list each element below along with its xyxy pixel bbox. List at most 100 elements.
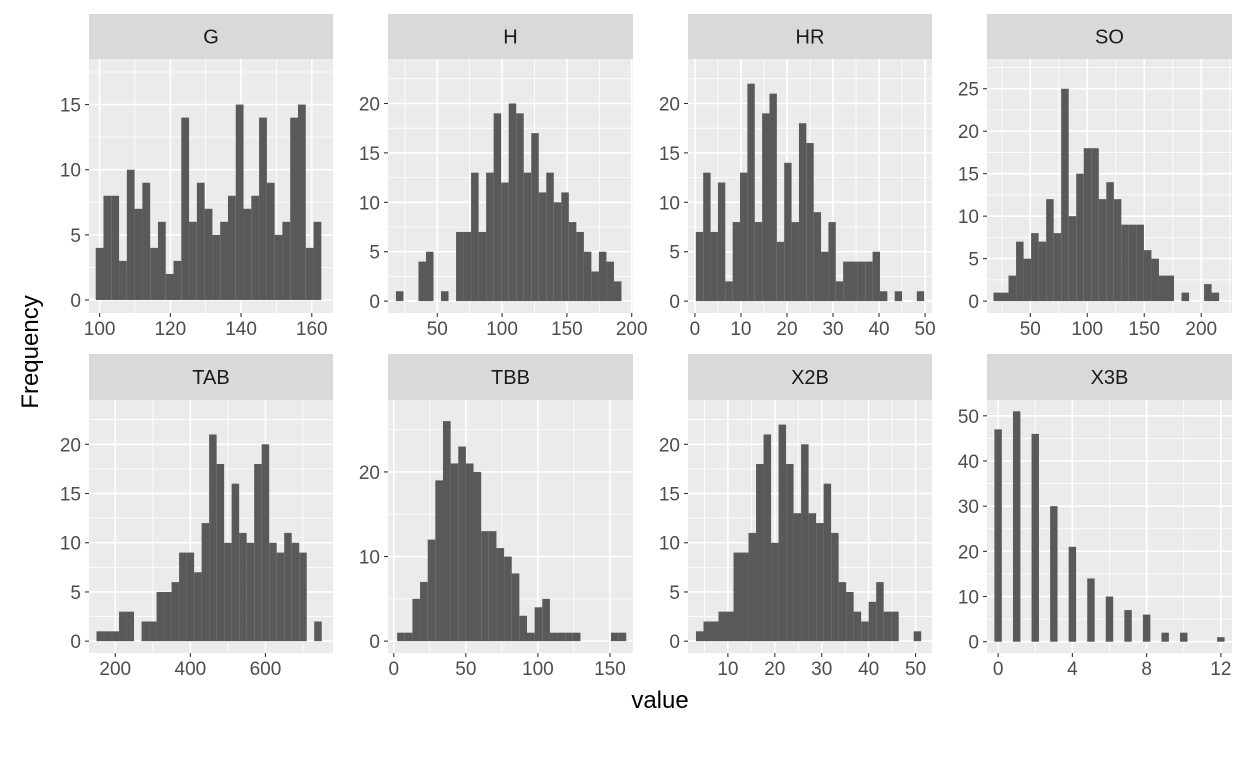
histogram-bar xyxy=(806,143,814,302)
histogram-bar xyxy=(606,261,614,302)
histogram-bar xyxy=(726,611,734,642)
histogram-bar xyxy=(261,444,270,642)
histogram-bar xyxy=(216,463,225,642)
histogram-bar xyxy=(269,542,277,642)
histogram-bar xyxy=(204,208,213,300)
histogram-bar xyxy=(591,271,599,302)
histogram-bar xyxy=(305,247,314,300)
histogram-bar xyxy=(251,195,260,300)
y-tick-label: 20 xyxy=(958,542,979,563)
x-tick-label: 8 xyxy=(1141,659,1152,680)
histogram-bar xyxy=(916,291,925,302)
histogram-bar xyxy=(868,601,877,642)
histogram-bar xyxy=(816,523,824,642)
x-tick-label: 10 xyxy=(717,659,738,680)
y-tick-label: 0 xyxy=(70,291,81,312)
histogram-bar xyxy=(1076,173,1084,302)
histogram-bar xyxy=(254,463,262,642)
x-tick-label: 200 xyxy=(1185,319,1217,340)
histogram-bar xyxy=(876,582,884,642)
histogram-bar xyxy=(1031,233,1039,302)
strip-x3b xyxy=(987,354,1232,400)
histogram-bar xyxy=(435,480,443,642)
histogram-bar xyxy=(879,291,888,302)
x-tick-label: 400 xyxy=(175,659,207,680)
strip-label-h: H xyxy=(503,27,517,49)
histogram-bar xyxy=(1068,546,1077,642)
histogram-bar xyxy=(993,292,1002,302)
histogram-bar xyxy=(778,424,787,642)
histogram-bar xyxy=(212,234,221,300)
histogram-bar xyxy=(266,182,275,300)
histogram-bar xyxy=(808,513,817,642)
y-tick-label: 10 xyxy=(60,161,81,182)
histogram-bar xyxy=(243,208,252,300)
histogram-bar xyxy=(542,598,550,642)
y-tick-label: 0 xyxy=(70,632,81,653)
x-tick-label: 30 xyxy=(811,659,832,680)
histogram-bar xyxy=(297,104,306,300)
y-tick-label: 10 xyxy=(659,193,680,214)
histogram-bar xyxy=(865,261,873,302)
histogram-bar xyxy=(853,611,862,642)
histogram-bar xyxy=(111,631,120,642)
histogram-bar xyxy=(196,182,205,300)
histogram-bar xyxy=(511,573,520,642)
histogram-bar xyxy=(442,421,451,642)
histogram-bar xyxy=(838,582,847,642)
y-tick-label: 15 xyxy=(958,165,979,186)
y-tick-label: 0 xyxy=(369,632,380,653)
histogram-bar xyxy=(793,513,802,642)
strip-g xyxy=(89,14,333,59)
histogram-bar xyxy=(246,542,255,642)
y-tick-label: 15 xyxy=(60,485,81,506)
histogram-bar xyxy=(801,444,809,642)
panel-plot-area-x2b xyxy=(688,400,932,653)
y-tick-label: 0 xyxy=(968,633,979,654)
panel-plot-area-tbb xyxy=(388,400,633,653)
y-tick-label: 15 xyxy=(359,144,380,165)
histogram-bar xyxy=(611,632,619,642)
y-tick-label: 0 xyxy=(669,632,680,653)
histogram-bar xyxy=(488,531,497,642)
x-tick-label: 10 xyxy=(730,319,751,340)
histogram-bar xyxy=(96,631,105,642)
histogram-bar xyxy=(534,607,543,642)
histogram-bar xyxy=(412,598,421,642)
histogram-bar xyxy=(111,195,120,300)
histogram-bar xyxy=(165,273,174,300)
y-tick-label: 15 xyxy=(60,96,81,117)
histogram-bar xyxy=(1061,88,1069,302)
histogram-bar xyxy=(572,632,581,642)
y-tick-label: 5 xyxy=(70,226,81,247)
histogram-bar xyxy=(598,251,607,302)
histogram-bar xyxy=(508,103,517,302)
histogram-bar xyxy=(1016,241,1024,302)
histogram-bar xyxy=(486,172,494,302)
histogram-bar xyxy=(733,552,742,642)
histogram-bar xyxy=(618,632,627,642)
y-tick-label: 20 xyxy=(359,94,380,115)
histogram-bar xyxy=(576,231,584,302)
x-tick-label: 600 xyxy=(250,659,282,680)
histogram-bar xyxy=(404,632,413,642)
histogram-bar xyxy=(846,591,854,642)
histogram-bar xyxy=(531,133,539,302)
histogram-bar xyxy=(171,582,180,642)
panel-h: H 0 5 10 15 20 50 100 150 200 xyxy=(359,14,648,340)
histogram-bar xyxy=(1143,250,1152,302)
x-tick-label: 12 xyxy=(1210,659,1231,680)
x-tick-label: 50 xyxy=(915,319,936,340)
x-tick-label: 40 xyxy=(868,319,889,340)
x-tick-label: 100 xyxy=(486,319,518,340)
histogram-bar xyxy=(798,123,807,302)
y-axis-title: Frequency xyxy=(17,295,44,408)
histogram-bar xyxy=(828,222,836,302)
histogram-bar xyxy=(1211,292,1220,302)
histogram-bar xyxy=(104,631,112,642)
strip-label-g: G xyxy=(203,27,219,49)
histogram-bar xyxy=(418,261,426,302)
panel-tab: TAB 0 5 10 15 20 200 400 600 xyxy=(60,354,333,680)
y-tick-label: 0 xyxy=(968,292,979,313)
histogram-bar xyxy=(850,261,858,302)
